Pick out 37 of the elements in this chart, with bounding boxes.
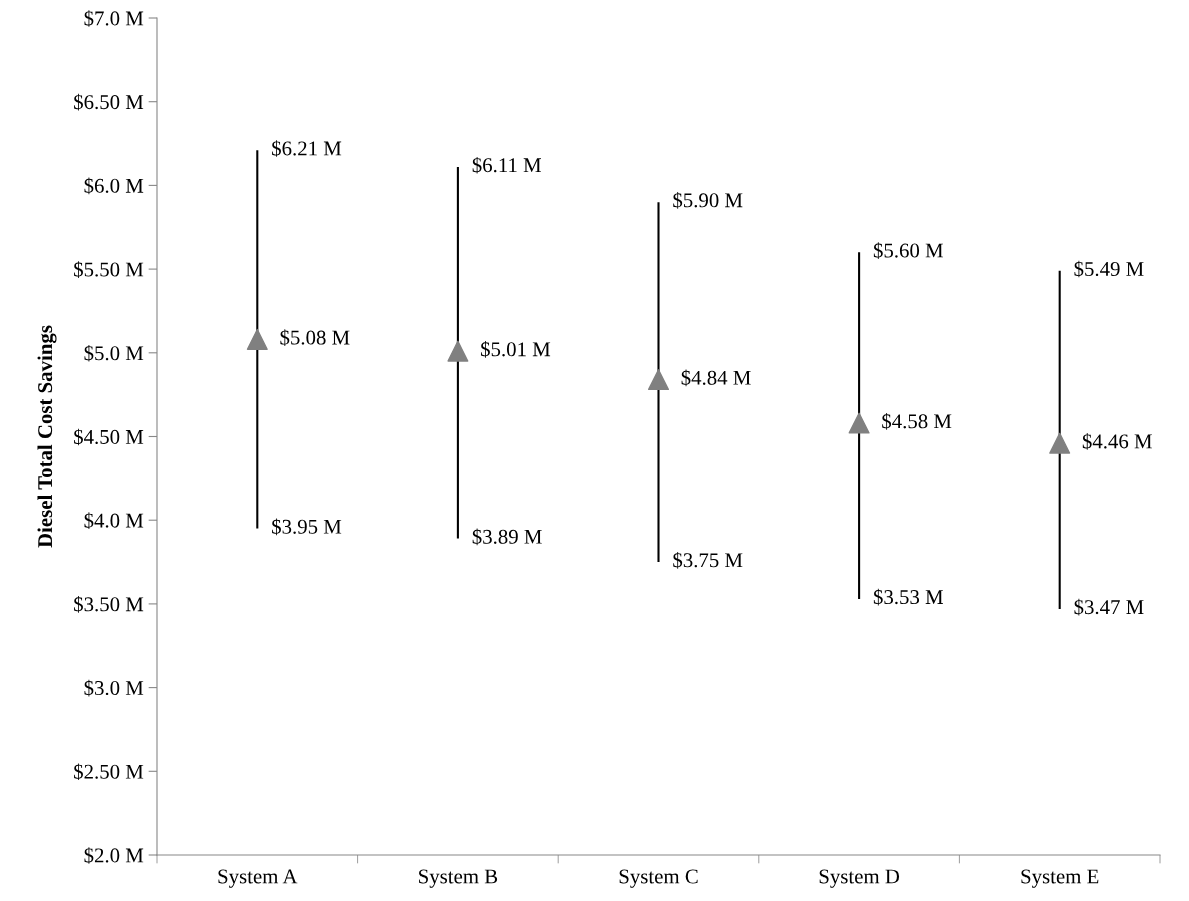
x-tick-label: System C [619, 869, 698, 888]
x-tick-label: System D [819, 869, 900, 888]
annotation: $3.53 M [873, 588, 943, 606]
x-tick-label: System E [1021, 869, 1099, 888]
data-label: $4.58 M [882, 413, 952, 430]
point [246, 328, 268, 350]
annotation: $3.75 M [673, 551, 743, 569]
y-tick-label: $2.50 M [74, 763, 144, 781]
y-tick-label: $3.0 M [84, 679, 144, 697]
x-tick-label: System A [218, 869, 298, 888]
annotation: $3.89 M [472, 528, 542, 546]
annotation: $3.47 M [1074, 598, 1144, 616]
y-tick-label: $7.0 M [84, 10, 144, 27]
point [447, 340, 469, 362]
annotation: $3.95 M [272, 518, 342, 536]
y-axis-title: Diesel Total Cost Savings [37, 325, 57, 548]
y-tick-label: $6.0 M [84, 177, 144, 195]
data-label: $5.01 M [481, 341, 551, 358]
point [848, 412, 870, 434]
annotation: $5.90 M [673, 192, 743, 209]
y-tick-label: $5.0 M [84, 344, 144, 362]
annotation: $5.60 M [873, 242, 943, 259]
data-label: $4.84 M [681, 369, 751, 387]
annotation: $5.49 M [1074, 260, 1144, 278]
y-tick-label: $2.0 M [84, 847, 144, 864]
y-tick-label: $6.50 M [74, 93, 144, 111]
annotation: $6.21 M [272, 140, 342, 157]
y-tick-label: $4.0 M [84, 512, 144, 530]
data-label: $4.46 M [1082, 433, 1152, 450]
y-tick-label: $3.50 M [74, 596, 144, 613]
data-label: $5.08 M [280, 329, 350, 347]
annotation: $6.11 M [472, 156, 541, 174]
x-tick-label: System B [419, 869, 498, 888]
y-tick-label: $4.50 M [74, 428, 144, 446]
y-tick-label: $5.50 M [74, 261, 144, 278]
point [647, 369, 670, 391]
point [1049, 432, 1071, 454]
